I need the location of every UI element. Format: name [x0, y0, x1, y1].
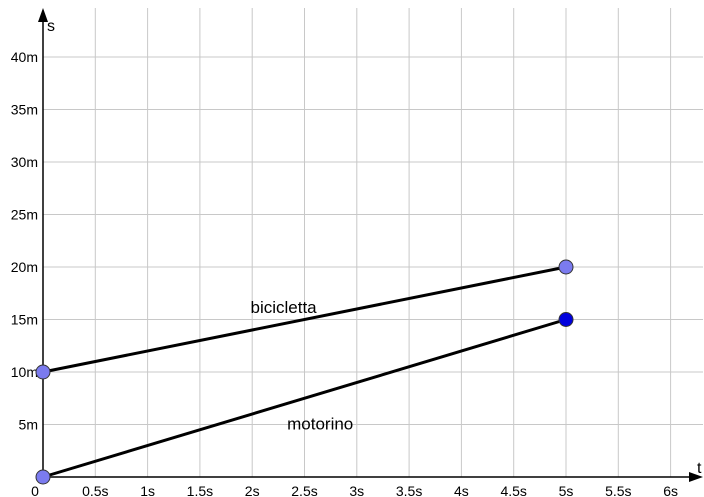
x-tick-label: 0.5s [82, 483, 108, 497]
series-line [42, 318, 567, 479]
x-tick-label: 3.5s [396, 483, 422, 497]
series-bicicletta: bicicletta [35, 259, 574, 380]
series-motorino: motorino [35, 312, 574, 485]
y-tick-label: 35m [11, 102, 38, 118]
x-tick-label: 5s [559, 483, 574, 497]
series: bicicletta motorino [35, 259, 574, 485]
data-point[interactable] [558, 312, 574, 327]
y-tick-label: 30m [11, 154, 38, 170]
x-axis-arrow [689, 472, 703, 482]
series-line [42, 265, 567, 374]
series-label: bicicletta [251, 298, 318, 317]
x-tick-label: 1s [140, 483, 155, 497]
x-tick-label: 2s [245, 483, 260, 497]
x-tick-label: 5.5s [605, 483, 631, 497]
x-tick-label: 0 [31, 483, 39, 497]
y-tick-label: 40m [11, 49, 38, 65]
y-tick-label: 15m [11, 312, 38, 328]
data-point[interactable] [35, 364, 51, 380]
x-tick-label: 2.5s [291, 483, 317, 497]
y-tick-label: 20m [11, 259, 38, 275]
grid [43, 8, 703, 477]
tick-labels: 0 0.5s 1s 1.5s 2s 2.5s 3s 3.5s 4s 4.5s 5s 5.5s 6s 5m 1… [11, 49, 678, 497]
y-axis-label: s [47, 18, 55, 35]
y-tick-label: 5m [19, 417, 38, 433]
series-label: motorino [287, 414, 353, 433]
x-tick-label: 3s [349, 483, 364, 497]
data-point[interactable] [558, 259, 574, 275]
axes: t s [38, 8, 703, 482]
x-axis-label: t [697, 460, 702, 477]
y-tick-label: 25m [11, 207, 38, 223]
x-tick-label: 6s [663, 483, 678, 497]
x-tick-label: 4.5s [500, 483, 526, 497]
y-axis-arrow [38, 8, 48, 22]
x-tick-label: 1.5s [187, 483, 213, 497]
data-point[interactable] [35, 469, 51, 485]
x-tick-label: 4s [454, 483, 469, 497]
y-tick-label: 10m [11, 364, 38, 380]
